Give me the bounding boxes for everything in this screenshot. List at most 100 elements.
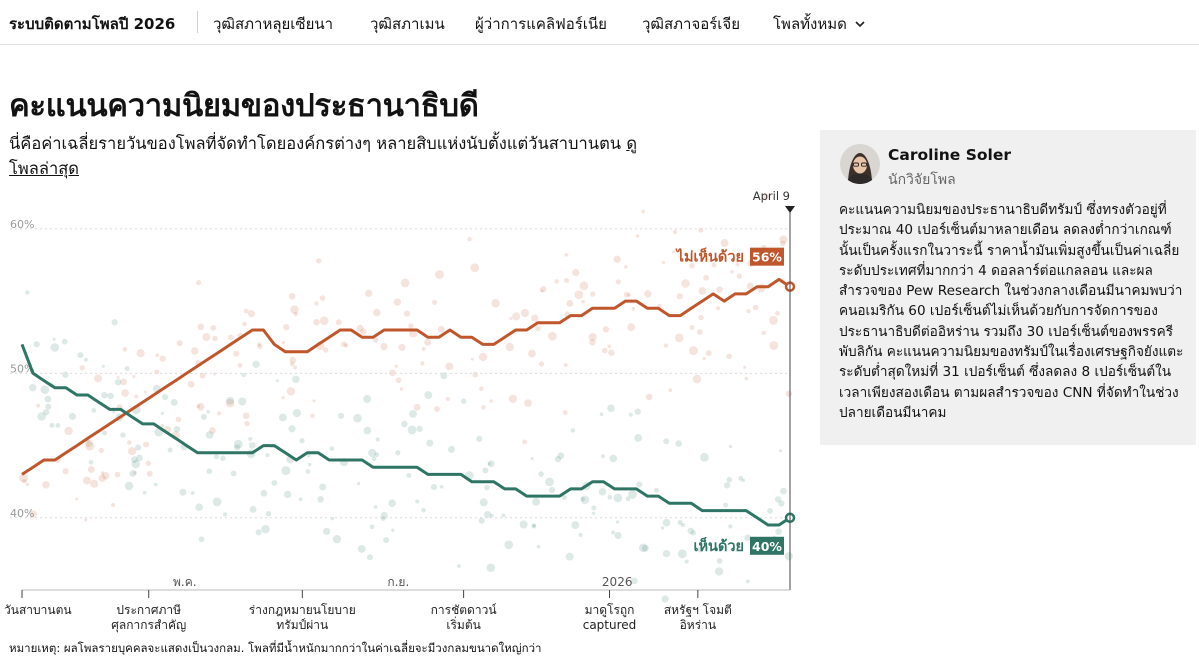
poll-dot [663, 438, 670, 445]
poll-dot [435, 270, 444, 279]
poll-dot [490, 513, 494, 518]
poll-dot [439, 484, 444, 489]
poll-dot [743, 365, 747, 369]
poll-dot [674, 333, 684, 343]
poll-dot [197, 323, 205, 331]
poll-dot [233, 439, 243, 449]
poll-dot [61, 338, 68, 345]
poll-dot [366, 554, 373, 561]
poll-dot [420, 361, 425, 366]
poll-dot [116, 375, 120, 379]
poll-dot [681, 279, 690, 288]
poll-dot [512, 312, 521, 321]
poll-dot [779, 235, 788, 244]
poll-dot [394, 364, 398, 369]
poll-dot [705, 350, 712, 357]
poll-dot [519, 520, 528, 529]
poll-dot [319, 483, 327, 491]
poll-dot [344, 343, 349, 348]
poll-dot [145, 460, 152, 467]
poll-dot [688, 346, 698, 356]
event-label: ร่างกฎหมายนโยบายทรัมป์ผ่าน [249, 603, 356, 632]
poll-dot [288, 425, 296, 433]
poll-dot [638, 543, 648, 553]
poll-dot [421, 346, 426, 351]
poll-dot [663, 343, 669, 348]
nav-item-louisiana-senate[interactable]: วุฒิสภาหลุยเซียนา [213, 15, 334, 33]
nav-item-georgia-senate[interactable]: วุฒิสภาจอร์เจีย [642, 15, 740, 33]
poll-dot [299, 437, 305, 444]
author-portrait-icon [840, 144, 880, 184]
author-name[interactable]: Caroline Soler [888, 146, 1011, 164]
poll-dot [261, 524, 270, 534]
poll-dot [119, 378, 127, 386]
poll-dot [88, 459, 94, 465]
nav-brand[interactable]: ระบบติดตามโพลปี 2026 [9, 15, 176, 33]
poll-dot [371, 456, 377, 462]
poll-dot [752, 304, 759, 311]
poll-dot [167, 447, 173, 453]
chart-note: หมายเหตุ: ผลโพลรายบุคคลจะแสดงเป็นวงกลม. … [9, 641, 542, 655]
poll-dot [416, 425, 423, 432]
latest-polls-link[interactable]: ดูโพลล่าสุด [9, 134, 638, 178]
poll-dot [50, 343, 60, 352]
poll-dot [52, 337, 56, 341]
poll-dot [363, 426, 372, 435]
poll-dot [247, 310, 255, 318]
poll-dot [283, 490, 292, 499]
author-avatar [840, 144, 880, 184]
event-annotations: วันสาบานตน ประกาศภาษีศุลกากรสำคัญ ร่างกฎหม… [4, 590, 732, 633]
poll-dot [388, 499, 396, 508]
poll-dot [353, 413, 362, 423]
poll-dot [702, 356, 706, 361]
poll-dot [29, 510, 37, 518]
series-end-value: 56% [752, 250, 782, 265]
poll-dot [726, 476, 733, 483]
poll-dot [625, 496, 631, 502]
poll-dot [289, 356, 297, 364]
poll-dot [391, 528, 395, 532]
event-label: ประกาศภาษีศุลกากรสำคัญ [111, 603, 186, 633]
series-line-0 [21, 277, 791, 476]
poll-dot [199, 372, 206, 379]
poll-dot [357, 482, 361, 486]
poll-dot [227, 334, 234, 341]
poll-dot [726, 353, 732, 359]
poll-dot [599, 412, 604, 417]
poll-dot [278, 413, 287, 422]
poll-dot [111, 319, 118, 326]
event-label: มาดูโรถูก captured [583, 603, 637, 632]
nav-item-california-governor[interactable]: ผู้ว่าการแคลิฟอร์เนีย [475, 15, 607, 33]
poll-dot [509, 317, 513, 321]
poll-dot [68, 412, 77, 421]
nav-item-maine-senate[interactable]: วุฒิสภาเมน [370, 15, 445, 33]
nav-item-all-polls[interactable]: โพลทั้งหมด [773, 12, 865, 36]
poll-dot [332, 535, 342, 544]
chevron-down-icon [855, 21, 865, 28]
poll-dot [226, 396, 235, 405]
poll-dot [44, 395, 52, 403]
poll-dot [689, 325, 695, 330]
poll-dot [260, 489, 268, 497]
poll-dot [160, 411, 164, 415]
poll-dot [548, 486, 556, 494]
poll-dot [470, 357, 474, 361]
poll-dot [212, 335, 218, 342]
poll-dot [562, 410, 568, 416]
poll-dot [571, 521, 580, 530]
poll-dot [641, 209, 646, 214]
poll-dot [37, 412, 46, 421]
poll-dot [190, 491, 195, 495]
poll-dot [373, 308, 381, 317]
poll-dot [175, 416, 182, 423]
x-tick-label: พ.ค. [173, 575, 197, 589]
poll-dot [774, 496, 782, 503]
poll-dot [540, 285, 547, 293]
poll-dot [600, 454, 606, 459]
poll-dot [445, 362, 454, 371]
poll-dot [563, 362, 568, 368]
poll-dot [536, 545, 541, 549]
poll-dot [198, 536, 205, 543]
poll-dot [607, 494, 613, 500]
poll-dot [607, 404, 615, 413]
